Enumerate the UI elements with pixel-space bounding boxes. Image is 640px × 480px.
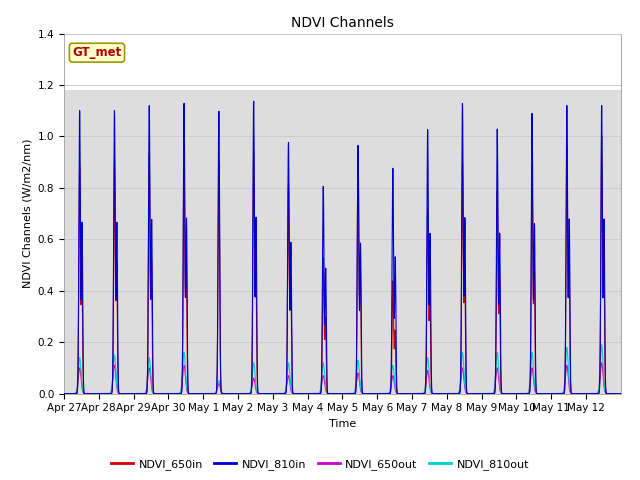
NDVI_650in <box>532 380 540 386</box>
Legend: NDVI_650in, NDVI_810in, NDVI_650out, NDVI_810out: NDVI_650in, NDVI_810in, NDVI_650out, NDV… <box>106 455 534 474</box>
X-axis label: Time: Time <box>329 419 356 429</box>
Title: NDVI Channels: NDVI Channels <box>291 16 394 30</box>
NDVI_650out <box>499 391 506 396</box>
Line: NDVI_650in: NDVI_650in <box>64 136 621 394</box>
NDVI_650in <box>617 391 625 396</box>
NDVI_650in <box>414 391 422 396</box>
NDVI_650out <box>611 391 618 396</box>
NDVI_650in <box>60 391 68 396</box>
NDVI_650in <box>598 133 605 139</box>
NDVI_650out <box>60 391 68 396</box>
NDVI_810out <box>174 391 182 396</box>
NDVI_650in <box>499 391 506 396</box>
NDVI_810in <box>611 391 618 396</box>
NDVI_810out <box>414 391 422 396</box>
NDVI_810in <box>414 391 422 396</box>
NDVI_810out <box>598 342 605 348</box>
NDVI_650out <box>532 390 540 396</box>
NDVI_650out <box>414 391 422 396</box>
NDVI_810in <box>532 377 540 383</box>
NDVI_650in <box>463 390 470 396</box>
NDVI_810in <box>250 98 257 104</box>
NDVI_810in <box>499 391 506 396</box>
NDVI_650out <box>598 360 605 366</box>
NDVI_810in <box>463 390 471 396</box>
NDVI_810in <box>617 391 625 396</box>
NDVI_650out <box>174 391 182 396</box>
NDVI_810out <box>499 391 506 396</box>
NDVI_810out <box>532 389 540 395</box>
Line: NDVI_810out: NDVI_810out <box>64 345 621 394</box>
NDVI_810in <box>174 391 182 396</box>
Line: NDVI_650out: NDVI_650out <box>64 363 621 394</box>
NDVI_650out <box>617 391 625 396</box>
NDVI_810out <box>463 390 470 396</box>
NDVI_650in <box>174 391 182 396</box>
NDVI_810out <box>60 391 68 396</box>
Y-axis label: NDVI Channels (W/m2/nm): NDVI Channels (W/m2/nm) <box>22 139 32 288</box>
NDVI_810out <box>617 391 625 396</box>
NDVI_810in <box>60 391 68 396</box>
NDVI_650out <box>463 391 470 396</box>
NDVI_810out <box>611 391 618 396</box>
NDVI_650in <box>611 391 618 396</box>
Line: NDVI_810in: NDVI_810in <box>64 101 621 394</box>
Bar <box>64 90 621 394</box>
Text: GT_met: GT_met <box>72 46 122 59</box>
